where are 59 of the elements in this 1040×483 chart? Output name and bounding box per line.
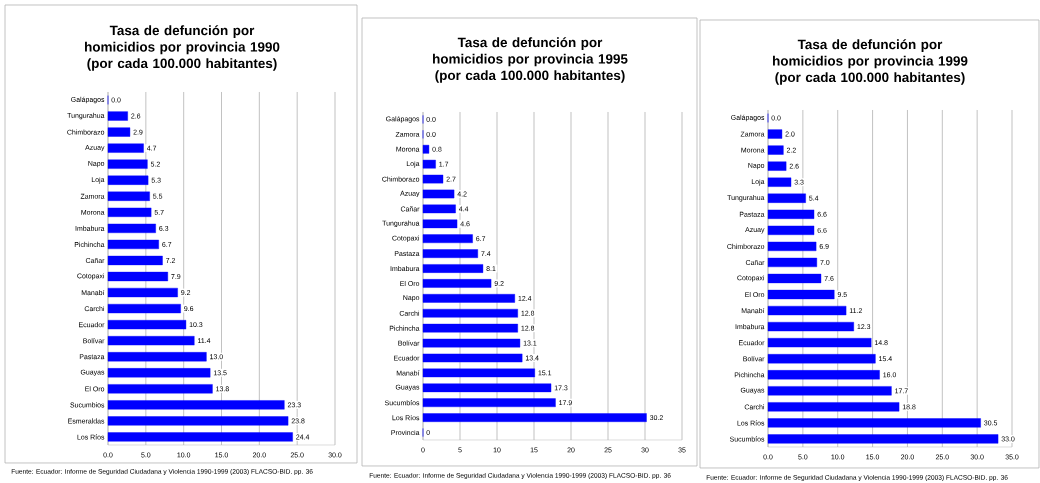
bar: [767, 145, 784, 155]
bar: [767, 193, 806, 203]
bar: [767, 273, 822, 284]
bar: [767, 129, 783, 139]
bar: [422, 204, 456, 214]
bar: [422, 264, 484, 273]
bar: [767, 305, 847, 316]
bar: [767, 434, 999, 444]
bar: [767, 418, 981, 428]
bar: [422, 338, 521, 348]
bar: [767, 257, 818, 268]
bar: [767, 370, 880, 380]
bar: [767, 225, 815, 235]
bar: [767, 354, 876, 364]
bar: [107, 207, 152, 217]
chart-title: Tasa de defunción por homicidios por provincia 1995 (por cada 100.000 habitantes): [433, 37, 628, 83]
bar: [422, 368, 535, 378]
bar: [422, 294, 515, 303]
bar: [767, 338, 872, 348]
bar: [107, 352, 207, 362]
bar: [422, 144, 430, 154]
bar: [107, 432, 293, 442]
bar: [422, 174, 444, 184]
bar: [422, 189, 455, 199]
bar: [422, 279, 492, 288]
bar: [767, 386, 892, 396]
bar: [107, 223, 156, 233]
bar: [107, 368, 211, 378]
chart-title: Tasa de defunción por homicidios por provincia 1990 (por cada 100.000 habitantes): [85, 25, 280, 71]
bar: [422, 308, 518, 318]
chart-title: Tasa de defunción por homicidios por provincia 1999 (por cada 100.000 habitantes): [773, 39, 968, 85]
bar: [422, 383, 552, 393]
bar: [422, 234, 473, 244]
bar: [767, 322, 854, 332]
bar: [107, 416, 289, 426]
bar: [767, 241, 817, 251]
bar: [107, 400, 285, 410]
bar: [107, 239, 159, 250]
bar: [422, 398, 556, 408]
bar: [107, 191, 150, 201]
bar: [422, 323, 518, 333]
bar: [107, 111, 128, 121]
bar: [107, 384, 213, 394]
bar: [767, 161, 787, 171]
bar: [107, 287, 178, 298]
bar: [107, 159, 148, 169]
bar: [107, 336, 195, 346]
bar: [107, 127, 131, 137]
bar: [767, 177, 792, 187]
bar: [107, 255, 163, 266]
bar: [422, 413, 647, 422]
bar: [767, 402, 900, 412]
bar: [107, 271, 168, 282]
bar: [422, 353, 523, 363]
bar: [767, 209, 815, 219]
bar: [422, 249, 478, 258]
bar: [422, 159, 436, 169]
bar: [107, 320, 187, 330]
bar: [107, 175, 149, 185]
